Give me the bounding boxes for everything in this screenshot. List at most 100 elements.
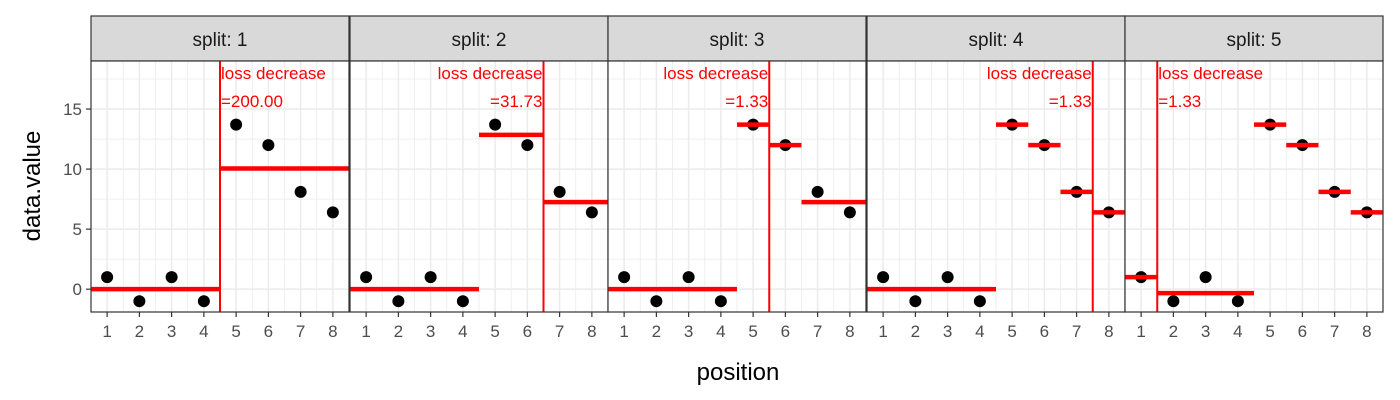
x-tick-label: 6 xyxy=(1040,322,1049,341)
x-tick-label: 1 xyxy=(102,322,111,341)
data-point xyxy=(521,139,534,152)
x-tick-label: 1 xyxy=(1136,322,1145,341)
x-tick-label: 7 xyxy=(813,322,822,341)
x-tick-label: 6 xyxy=(781,322,790,341)
panel-border xyxy=(1124,60,1384,313)
x-tick-label: 5 xyxy=(490,322,499,341)
data-point xyxy=(973,295,986,308)
x-tick-label: 7 xyxy=(296,322,305,341)
x-tick-label: 3 xyxy=(943,322,952,341)
data-point xyxy=(618,271,631,284)
facet-strip-label: split: 3 xyxy=(710,30,765,51)
facet-panel-5: split: 5 loss decrease =1.33 1 2 3 4 5 6 7 8 xyxy=(1124,15,1384,341)
x-tick-label: 4 xyxy=(975,322,984,341)
panel-content xyxy=(867,61,1125,312)
data-point xyxy=(326,206,339,219)
facet-strip xyxy=(866,15,1126,62)
facet-panel-3: split: 3 loss decrease =1.33 1 2 3 4 5 6 7 8 xyxy=(607,15,867,341)
data-point xyxy=(553,185,566,198)
x-tick-label: 2 xyxy=(135,322,144,341)
y-axis: 0 5 10 15 xyxy=(63,100,91,299)
facet-panel-4: split: 4 loss decrease =1.33 1 2 3 4 5 6 7 8 xyxy=(866,15,1126,341)
x-tick-label: 5 xyxy=(748,322,757,341)
x-tick-label: 8 xyxy=(845,322,854,341)
x-tick-label: 7 xyxy=(1072,322,1081,341)
x-tick-label: 2 xyxy=(1169,322,1178,341)
facet-panel-1: split: 1 loss decrease =200.00 1 2 3 4 5 6 7 8 xyxy=(90,15,350,341)
data-point xyxy=(682,271,695,284)
facet-strip xyxy=(90,15,350,62)
data-point xyxy=(230,118,243,131)
data-point xyxy=(456,295,469,308)
panel-border xyxy=(90,60,350,313)
data-point xyxy=(909,295,922,308)
x-tick-label: 3 xyxy=(684,322,693,341)
x-tick-label: 8 xyxy=(1104,322,1113,341)
x-tick-label: 8 xyxy=(587,322,596,341)
data-point xyxy=(133,295,146,308)
panel-content xyxy=(91,61,349,312)
x-tick-label: 8 xyxy=(1362,322,1371,341)
loss-decrease-label: loss decrease xyxy=(221,64,326,83)
loss-decrease-label: loss decrease xyxy=(987,64,1092,83)
x-tick-label: 1 xyxy=(361,322,370,341)
loss-decrease-value: =1.33 xyxy=(1049,92,1092,111)
panel-content xyxy=(1125,61,1383,312)
facet-strip-label: split: 2 xyxy=(452,30,507,51)
data-point xyxy=(489,118,502,131)
y-tick-label: 10 xyxy=(63,160,82,179)
data-point xyxy=(360,271,373,284)
x-tick-label: 1 xyxy=(619,322,628,341)
x-axis-title: position xyxy=(697,359,780,386)
x-tick-label: 5 xyxy=(1007,322,1016,341)
facet-strip-label: split: 5 xyxy=(1227,30,1282,51)
x-tick-label: 6 xyxy=(523,322,532,341)
x-tick-label: 6 xyxy=(264,322,273,341)
loss-decrease-label: loss decrease xyxy=(438,64,543,83)
data-point xyxy=(101,271,114,284)
panel-content xyxy=(350,61,608,312)
loss-decrease-value: =200.00 xyxy=(221,92,283,111)
data-point xyxy=(262,139,275,152)
data-point xyxy=(392,295,405,308)
x-tick-label: 5 xyxy=(231,322,240,341)
facet-strip-label: split: 4 xyxy=(969,30,1024,51)
data-point xyxy=(1199,271,1212,284)
x-tick-label: 4 xyxy=(199,322,208,341)
data-point xyxy=(165,271,178,284)
x-tick-label: 3 xyxy=(167,322,176,341)
facet-strip-label: split: 1 xyxy=(193,30,248,51)
loss-decrease-value: =31.73 xyxy=(490,92,542,111)
data-point xyxy=(843,206,856,219)
loss-decrease-label: loss decrease xyxy=(1158,64,1263,83)
loss-decrease-value: =1.33 xyxy=(1158,92,1201,111)
y-axis-title: data.value xyxy=(19,131,46,242)
x-tick-label: 5 xyxy=(1265,322,1274,341)
x-tick-label: 6 xyxy=(1298,322,1307,341)
x-tick-label: 4 xyxy=(458,322,467,341)
x-tick-label: 8 xyxy=(328,322,337,341)
data-point xyxy=(811,185,824,198)
data-point xyxy=(877,271,890,284)
facet-panel-2: split: 2 loss decrease =31.73 1 2 3 4 5 6 7 8 xyxy=(349,15,609,341)
x-tick-label: 4 xyxy=(1233,322,1242,341)
data-point xyxy=(197,295,210,308)
facet-strip xyxy=(607,15,867,62)
loss-decrease-label: loss decrease xyxy=(663,64,768,83)
loss-decrease-value: =1.33 xyxy=(725,92,768,111)
panel-content xyxy=(608,61,866,312)
x-tick-label: 2 xyxy=(911,322,920,341)
y-tick-label: 5 xyxy=(73,220,82,239)
panel-border xyxy=(607,60,867,313)
data-point xyxy=(650,295,663,308)
y-tick-label: 0 xyxy=(73,280,82,299)
data-point xyxy=(941,271,954,284)
x-tick-label: 7 xyxy=(1330,322,1339,341)
data-point xyxy=(424,271,437,284)
data-point xyxy=(714,295,727,308)
data-point xyxy=(294,185,307,198)
y-tick-label: 15 xyxy=(63,100,82,119)
x-tick-label: 2 xyxy=(394,322,403,341)
